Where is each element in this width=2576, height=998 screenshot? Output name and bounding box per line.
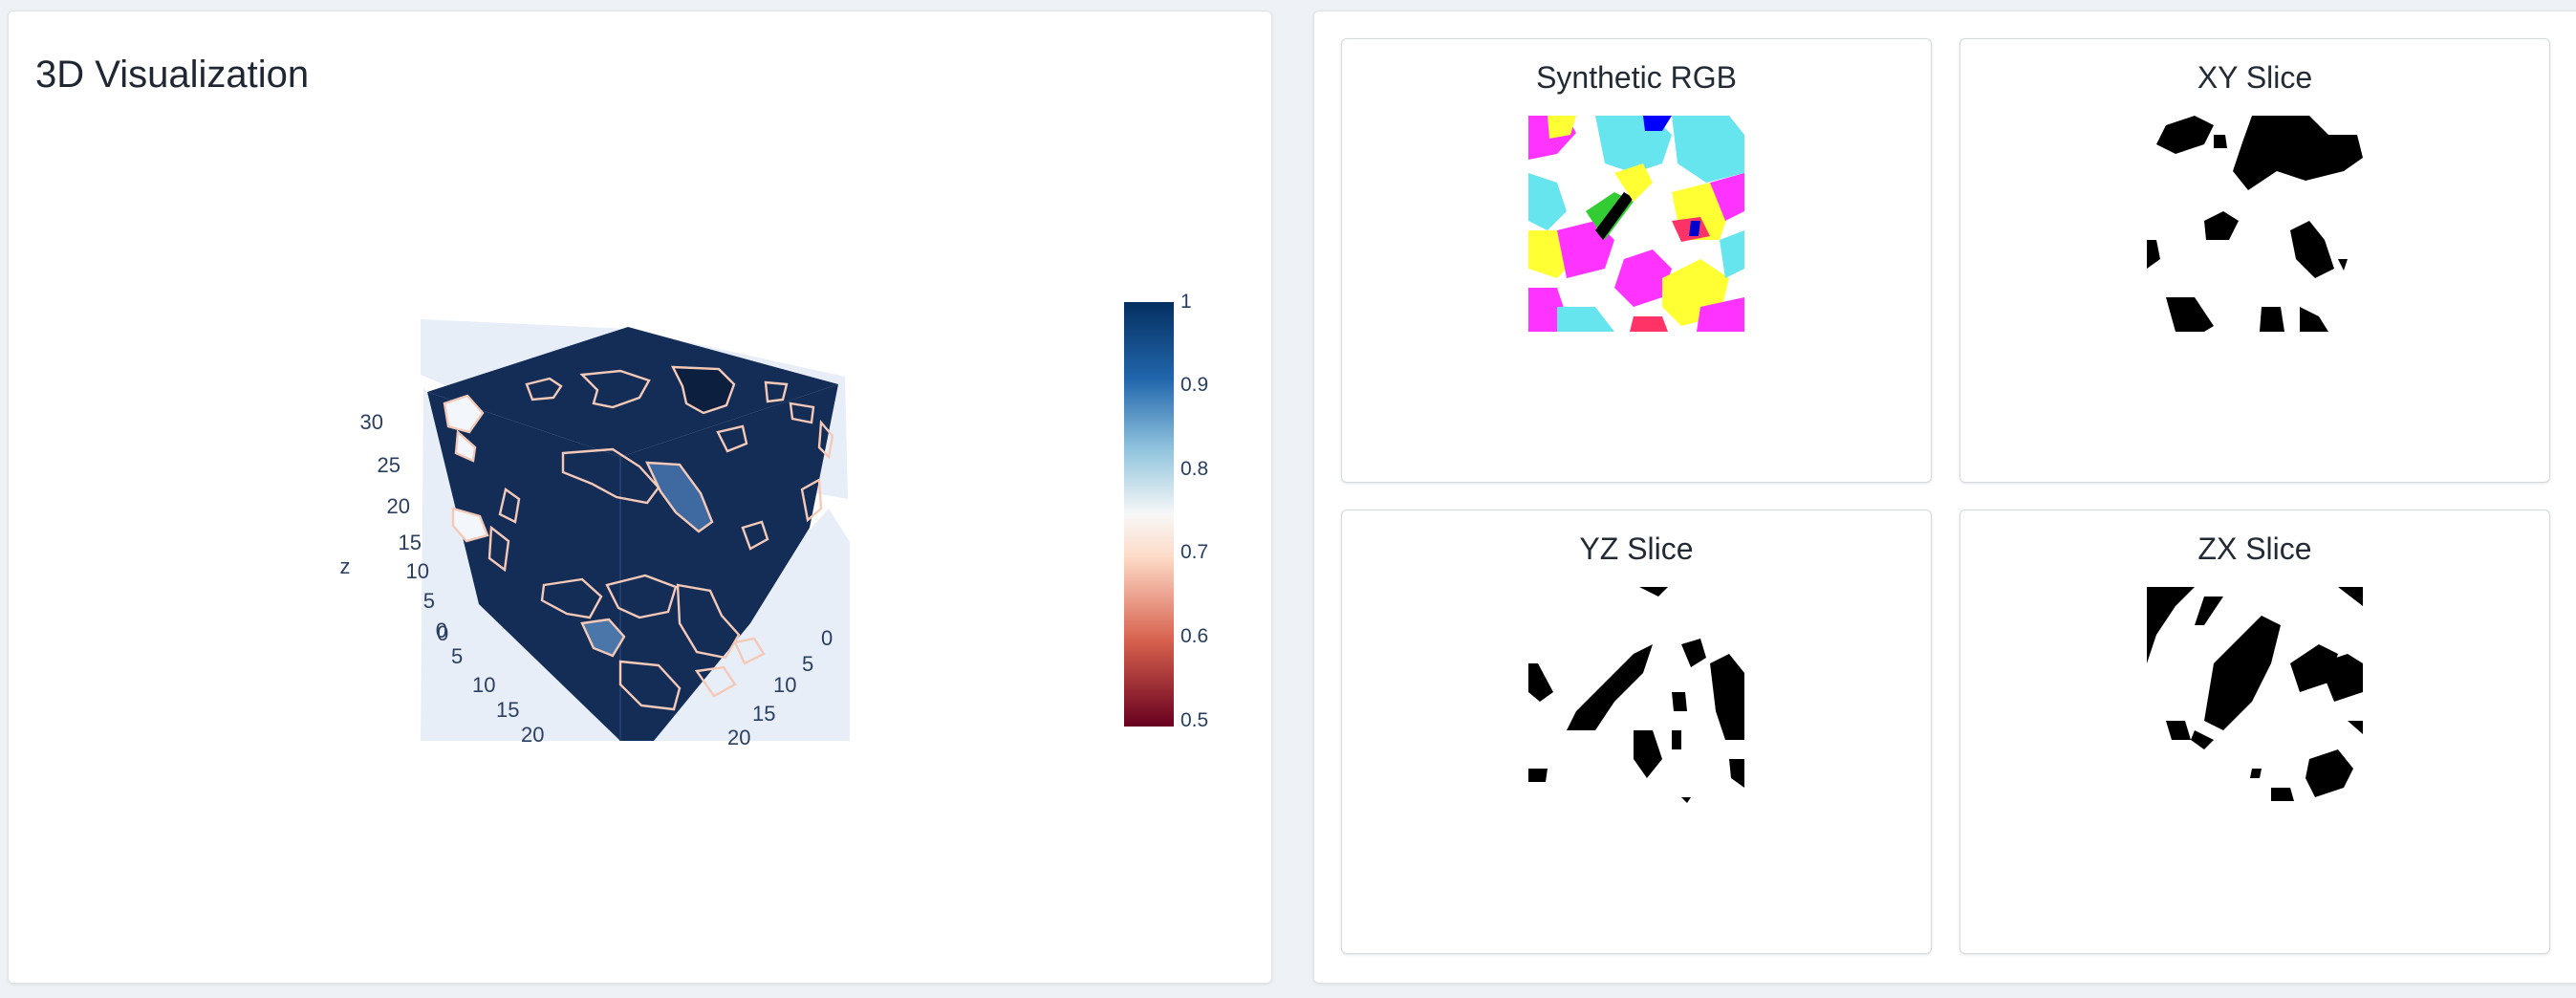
colorbar-tick: 0.5 (1180, 709, 1208, 731)
x-tick: 10 (472, 673, 495, 697)
z-tick: 15 (399, 531, 422, 554)
zx-slice-card: ZX Slice (1959, 510, 2550, 954)
y-axis: 0 5 10 15 20 (727, 626, 833, 749)
y-tick: 20 (727, 726, 750, 749)
slices-panel: Synthetic RGB XY S (1313, 11, 2576, 984)
slice-title: YZ Slice (1579, 532, 1694, 566)
y-tick: 10 (773, 673, 796, 697)
x-tick: 20 (521, 723, 544, 747)
z-tick: 25 (378, 453, 400, 477)
colorbar: 1 0.9 0.8 0.7 0.6 0.5 (1124, 291, 1208, 731)
panel-title: 3D Visualization (35, 54, 310, 96)
yz-slice-card: YZ Slice (1341, 510, 1932, 954)
xy-slice-image (2147, 116, 2363, 332)
x-tick: 15 (496, 698, 519, 722)
cube-top-face (427, 327, 838, 457)
y-tick: 5 (802, 652, 813, 676)
z-tick: 0 (436, 618, 447, 642)
colorbar-tick: 1 (1180, 291, 1192, 313)
yz-slice-image (1528, 587, 1744, 803)
z-axis: 30 25 20 15 10 5 0 z (340, 410, 448, 642)
x-tick: 0 (437, 621, 448, 645)
3d-plot[interactable]: 30 25 20 15 10 5 0 z 0 5 10 15 20 0 5 10… (9, 11, 1273, 985)
synthetic-rgb-card: Synthetic RGB (1341, 38, 1932, 483)
visualization-panel: 3D Visualization (8, 11, 1272, 984)
colorbar-gradient (1124, 302, 1174, 727)
z-tick: 10 (406, 559, 429, 583)
z-tick: 20 (387, 494, 410, 518)
z-axis-label: z (340, 554, 351, 578)
x-tick: 5 (451, 644, 463, 668)
colorbar-tick: 0.6 (1180, 625, 1208, 647)
colorbar-tick: 0.8 (1180, 458, 1208, 480)
xy-slice-card: XY Slice (1959, 38, 2550, 483)
synthetic-rgb-image (1528, 116, 1744, 332)
y-tick: 15 (752, 702, 775, 726)
z-tick: 5 (423, 589, 435, 613)
zx-slice-image (2147, 587, 2363, 803)
volume-cube[interactable] (427, 327, 838, 741)
x-axis: 0 5 10 15 20 (437, 621, 544, 747)
z-tick: 30 (360, 410, 383, 434)
cube-left-face (427, 392, 620, 741)
slice-title: Synthetic RGB (1536, 60, 1737, 95)
slice-title: ZX Slice (2197, 532, 2312, 566)
colorbar-tick: 0.7 (1180, 541, 1208, 563)
y-tick: 0 (821, 626, 833, 650)
colorbar-tick: 0.9 (1180, 374, 1208, 396)
slice-title: XY Slice (2197, 60, 2313, 95)
